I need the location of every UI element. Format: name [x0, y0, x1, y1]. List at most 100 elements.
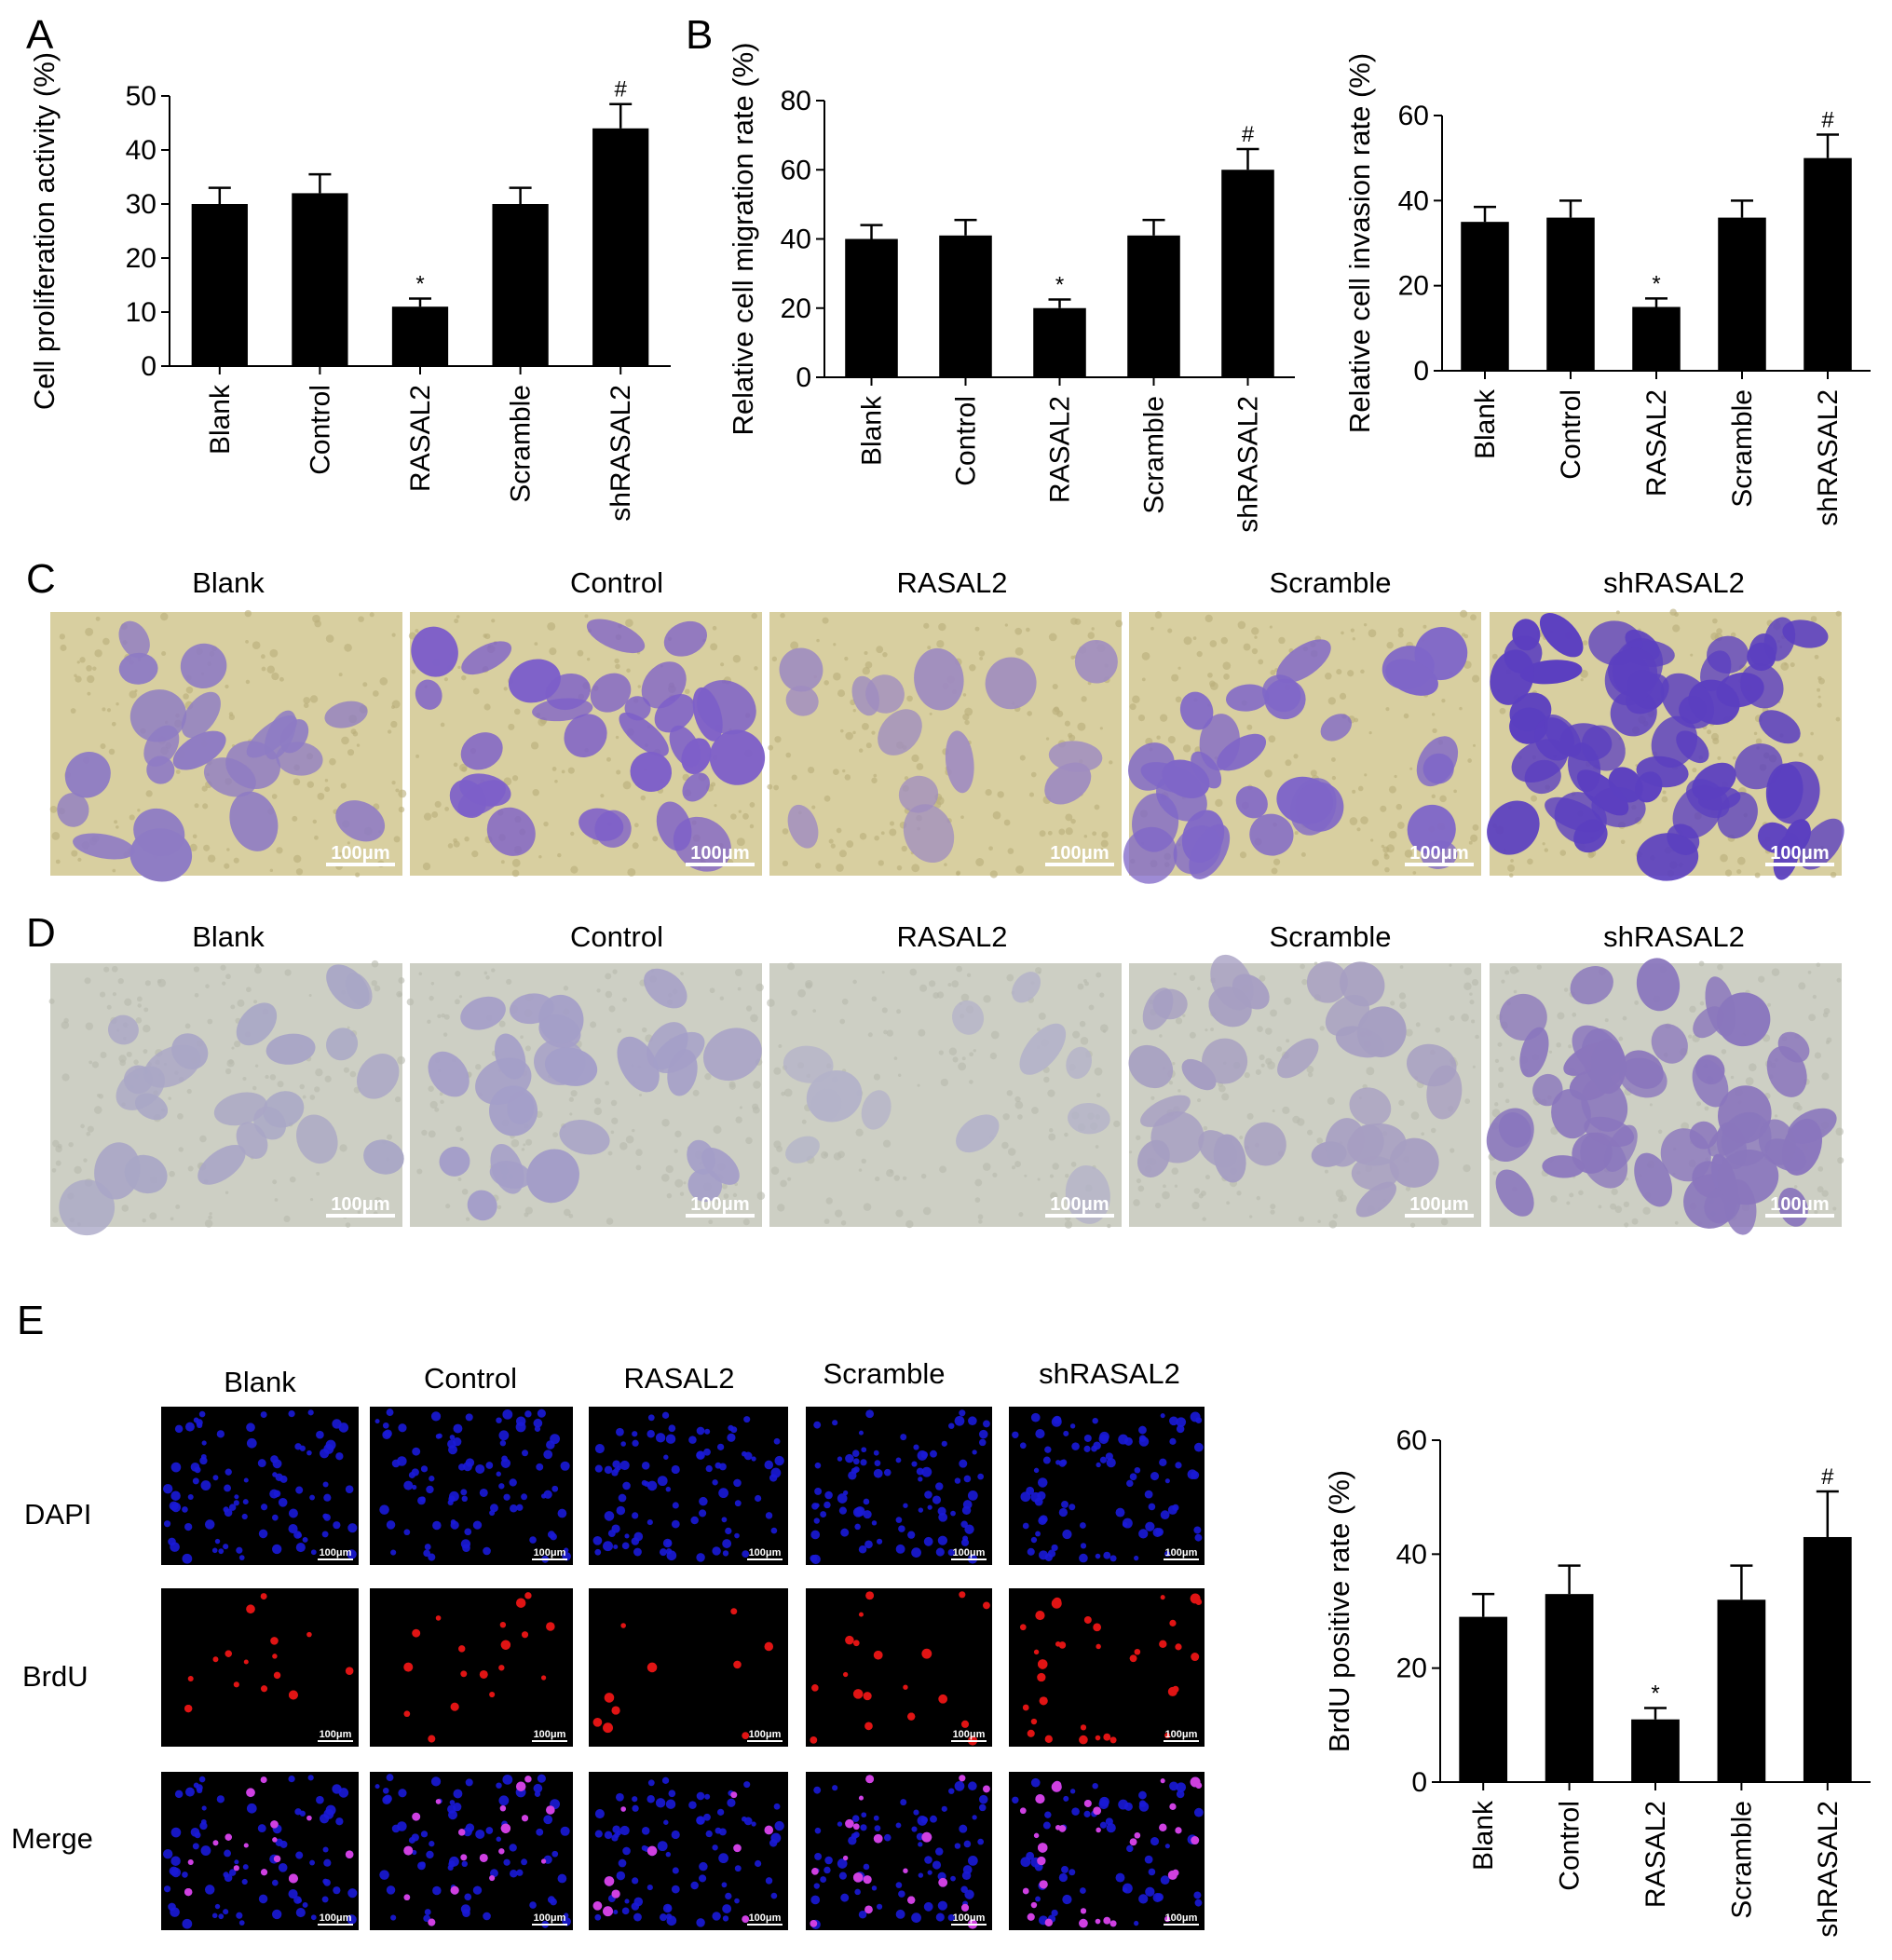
stained-cell — [559, 1120, 610, 1155]
pore-speckle — [822, 617, 829, 624]
pore-speckle — [1325, 672, 1332, 680]
scale-bar-label: 100μm — [690, 1194, 749, 1215]
nucleus — [1134, 1555, 1139, 1561]
brdu-positive-nucleus — [225, 1650, 232, 1657]
pore-speckle — [615, 663, 620, 670]
merge-image-rasal2: 100μm — [589, 1772, 788, 1930]
pore-speckle — [1471, 1019, 1476, 1024]
pore-speckle — [341, 736, 349, 745]
pore-speckle — [1099, 992, 1105, 998]
stained-cell — [116, 1066, 166, 1110]
pore-speckle — [773, 1140, 782, 1149]
stained-cell — [952, 1000, 985, 1035]
pore-speckle — [135, 1017, 143, 1024]
nucleus — [814, 1462, 822, 1469]
nucleus — [224, 1873, 233, 1883]
pore-speckle — [234, 1041, 241, 1048]
nucleus — [1035, 1531, 1041, 1537]
pore-speckle — [1137, 1185, 1145, 1192]
brdu-positive-nucleus — [1053, 1597, 1062, 1606]
nucleus — [408, 1471, 415, 1478]
nucleus — [716, 1443, 725, 1450]
nucleus — [1169, 1437, 1177, 1445]
nucleus — [168, 1902, 176, 1912]
pore-speckle — [569, 1112, 573, 1116]
pore-speckle — [1730, 1075, 1735, 1080]
pore-speckle — [161, 650, 167, 657]
brdu-positive-nucleus — [1037, 1672, 1046, 1682]
pore-speckle — [440, 722, 445, 728]
pore-speckle — [929, 980, 936, 987]
nucleus — [948, 1422, 955, 1429]
pore-speckle — [1300, 851, 1306, 857]
nucleus — [295, 1908, 306, 1918]
pore-speckle — [1569, 1192, 1574, 1198]
nucleus — [448, 1810, 458, 1820]
nucleus — [671, 1519, 680, 1529]
x-tick-label-control: Control — [1555, 1801, 1586, 1891]
pore-speckle — [791, 774, 797, 781]
nucleus — [1051, 1909, 1058, 1917]
pore-speckle — [1531, 795, 1538, 802]
stained-cell — [1576, 769, 1629, 816]
pore-speckle — [773, 784, 780, 791]
stained-cell — [203, 757, 256, 797]
brdu-positive-nucleus — [479, 1669, 488, 1679]
stained-cell — [467, 1190, 497, 1221]
pore-speckle — [1039, 830, 1046, 837]
merged-positive-nucleus — [620, 1806, 626, 1812]
pore-speckle — [1270, 669, 1276, 675]
brdu-positive-nucleus — [187, 1675, 194, 1681]
nucleus — [182, 1506, 188, 1513]
nucleus — [764, 1460, 774, 1470]
pore-speckle — [1102, 1029, 1107, 1033]
nucleus — [1061, 1500, 1069, 1508]
pore-speckle — [1405, 1186, 1411, 1191]
pore-speckle — [1409, 767, 1413, 770]
nucleus — [962, 1535, 969, 1542]
pore-speckle — [840, 1220, 847, 1226]
stained-cell — [1351, 1156, 1399, 1191]
nucleus — [977, 1473, 985, 1480]
nucleus — [773, 1437, 781, 1445]
pore-speckle — [1631, 1218, 1639, 1225]
scale-bar-label: 100μm — [1050, 843, 1109, 864]
nucleus — [204, 1519, 215, 1530]
pore-speckle — [1832, 1206, 1837, 1211]
pore-speckle — [429, 995, 434, 1001]
nucleus — [295, 1543, 306, 1553]
nucleus — [1155, 1528, 1164, 1536]
brdu-positive-nucleus — [1044, 1735, 1053, 1743]
pore-speckle — [1614, 1205, 1623, 1214]
y-tick-label: 0 — [1413, 356, 1429, 387]
pore-speckle — [329, 757, 336, 766]
nucleus — [621, 1907, 630, 1915]
stained-cell — [586, 619, 646, 654]
nucleus — [721, 1882, 728, 1888]
pore-speckle — [265, 1074, 269, 1080]
stained-cell — [779, 647, 823, 692]
nucleus — [722, 1539, 732, 1548]
pore-speckle — [749, 823, 755, 829]
brdu-positive-nucleus — [489, 1692, 496, 1698]
pore-speckle — [1468, 840, 1473, 845]
pore-speckle — [1836, 977, 1842, 983]
pore-speckle — [567, 767, 575, 774]
pore-speckle — [1171, 674, 1179, 682]
nucleus — [1063, 1430, 1069, 1436]
pore-speckle — [483, 703, 491, 711]
nucleus — [920, 1816, 929, 1824]
nucleus — [978, 1438, 987, 1447]
brdu-positive-nucleus — [184, 1704, 193, 1713]
stained-cell — [1191, 751, 1222, 789]
pore-speckle — [292, 815, 298, 822]
pore-speckle — [1193, 1188, 1201, 1194]
stained-cell — [785, 1136, 820, 1164]
pore-speckle — [704, 1073, 712, 1081]
merged-positive-nucleus — [959, 1775, 966, 1782]
nucleus — [1169, 1416, 1178, 1426]
pore-speckle — [939, 1165, 946, 1174]
pore-speckle — [844, 774, 851, 781]
pore-speckle — [752, 1103, 759, 1110]
pore-speckle — [339, 851, 343, 856]
